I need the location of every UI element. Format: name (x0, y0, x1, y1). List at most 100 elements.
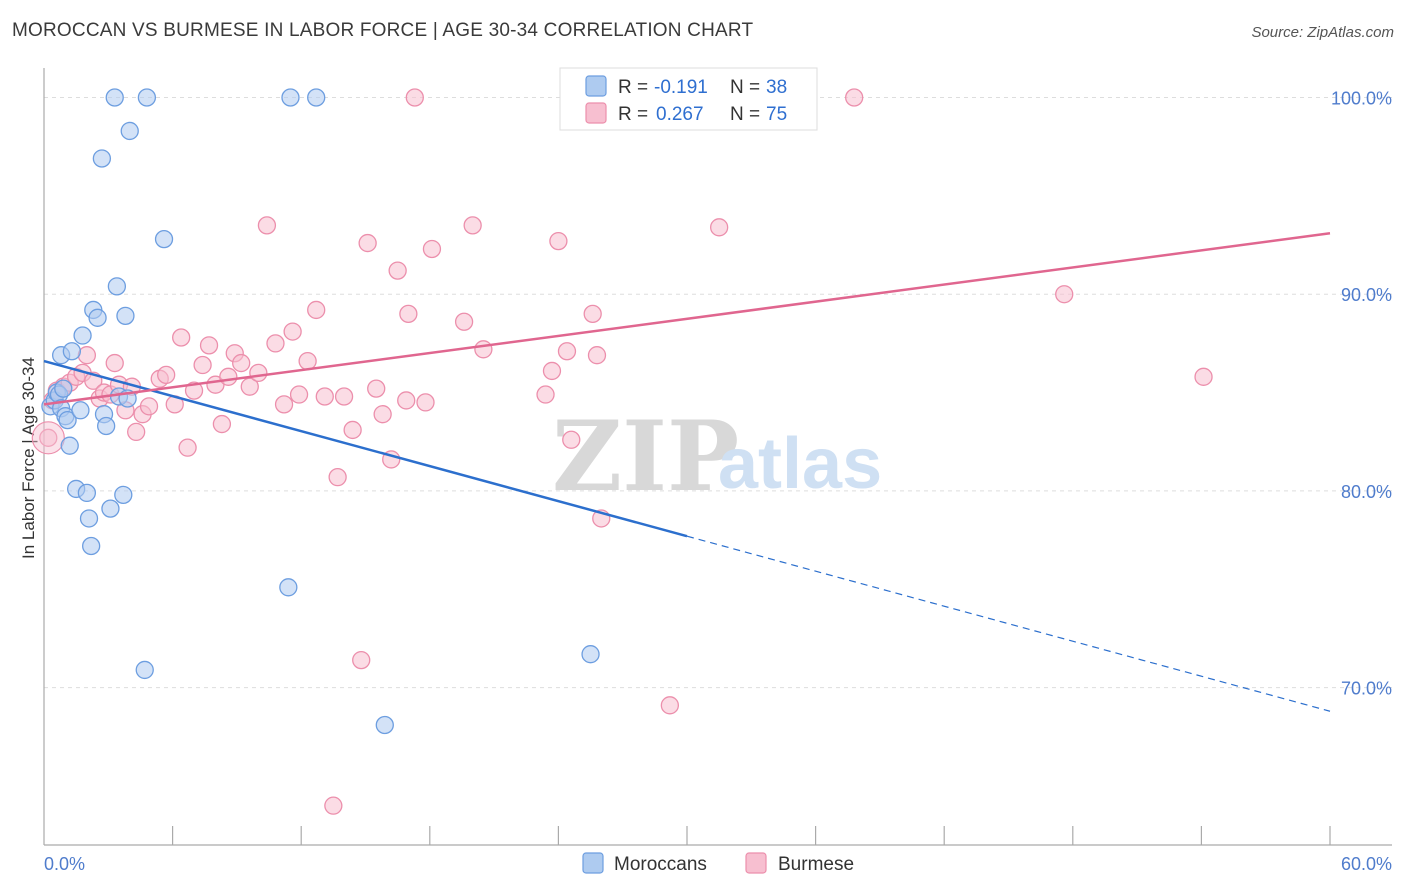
burmese-point-63 (562, 430, 581, 449)
legend-r-value-moroccans: -0.191 (654, 77, 708, 98)
moroccan-point-21 (97, 416, 116, 436)
burmese-point-0 (39, 428, 58, 447)
burmese-point-72 (1055, 285, 1074, 304)
burmese-point-39 (307, 300, 326, 320)
burmese-point-25 (199, 336, 219, 355)
burmese-point-40 (315, 387, 334, 406)
burmese-point-71 (845, 88, 864, 107)
trend-lines (43, 231, 1331, 712)
x-tick-label-max: 60.0% (1341, 854, 1392, 874)
bottom-legend-swatch-burmese (745, 852, 767, 874)
burmese-point-34 (266, 334, 285, 353)
burmese-point-36 (283, 322, 302, 341)
legend-n-value-burmese: 75 (766, 104, 787, 125)
burmese-point-43 (334, 387, 354, 406)
legend-swatch-burmese (585, 102, 607, 124)
legend-box: R = -0.191 N = 38 R = 0.267 N = 75 (559, 67, 818, 131)
burmese-trend-line (43, 231, 1331, 406)
grid-lines (44, 97, 1392, 689)
burmese-point-33 (257, 216, 277, 235)
y-tick-label-80: 80.0% (1341, 482, 1392, 502)
moroccan-point-18 (88, 308, 107, 327)
moroccan-point-9 (60, 436, 79, 455)
burmese-point-30 (232, 353, 251, 373)
moroccan-point-34 (281, 88, 300, 107)
burmese-point-41 (324, 796, 343, 815)
burmese-point-22 (178, 438, 197, 457)
burmese-point-58 (474, 340, 493, 359)
burmese-point-11 (105, 353, 124, 373)
legend-n-label-burmese: N = (730, 104, 760, 125)
burmese-point-59 (536, 385, 555, 404)
moroccan-point-13 (73, 326, 92, 345)
burmese-point-23 (184, 381, 204, 400)
burmese-point-55 (422, 239, 442, 259)
moroccan-point-16 (82, 536, 101, 556)
legend-n-label-moroccans: N = (730, 77, 760, 98)
burmese-point-32 (249, 363, 268, 383)
moroccan-point-23 (105, 88, 124, 107)
bottom-legend-swatch-moroccans (582, 852, 604, 874)
burmese-point-62 (557, 342, 577, 361)
burmese-point-57 (463, 216, 482, 235)
moroccan-point-19 (92, 149, 112, 168)
burmese-point-35 (274, 395, 294, 414)
moroccan-points (41, 88, 600, 735)
moroccan-trend-line-extension (686, 535, 1331, 712)
burmese-point-45 (352, 650, 371, 670)
burmese-point-28 (219, 367, 238, 386)
burmese-point-70 (710, 218, 729, 237)
burmese-point-48 (373, 405, 392, 424)
burmese-point-6 (77, 346, 97, 365)
moroccan-point-8 (58, 410, 77, 430)
legend-r-value-burmese: 0.267 (656, 104, 704, 125)
moroccan-point-32 (154, 229, 174, 249)
moroccan-point-31 (137, 88, 157, 107)
moroccan-point-14 (77, 483, 97, 503)
burmese-point-65 (583, 304, 602, 324)
burmese-point-17 (139, 397, 159, 416)
burmese-point-52 (405, 88, 424, 107)
burmese-point-51 (397, 391, 416, 410)
moroccan-point-12 (71, 401, 90, 420)
moroccan-point-27 (116, 306, 135, 326)
watermark-atlas: atlas (718, 424, 882, 504)
x-tick-label-min: 0.0% (44, 854, 85, 874)
burmese-point-56 (454, 312, 474, 331)
burmese-point-50 (388, 261, 407, 280)
burmese-point-44 (343, 420, 362, 440)
moroccan-point-10 (62, 342, 82, 361)
burmese-point-66 (587, 346, 607, 365)
burmese-point-27 (212, 414, 232, 434)
watermark: ZIP atlas (552, 400, 882, 513)
source-label: Source: ZipAtlas.com (1251, 24, 1394, 41)
moroccan-point-24 (107, 277, 127, 296)
legend-n-value-moroccans: 38 (766, 77, 787, 98)
burmese-point-37 (289, 385, 309, 404)
y-tick-label-100: 100.0% (1331, 89, 1392, 109)
moroccan-point-22 (101, 499, 120, 518)
burmese-point-68 (660, 696, 680, 715)
bottom-legend-label-burmese: Burmese (778, 854, 854, 875)
y-axis-label: In Labor Force | Age 30-34 (19, 357, 38, 559)
moroccan-point-33 (279, 578, 298, 597)
watermark-zip: ZIP (552, 400, 739, 513)
burmese-point-46 (358, 233, 377, 253)
bottom-legend-label-moroccans: Moroccans (614, 854, 707, 875)
chart-title: MOROCCAN VS BURMESE IN LABOR FORCE | AGE… (12, 20, 754, 41)
y-tick-label-90: 90.0% (1341, 285, 1392, 305)
burmese-point-19 (157, 365, 176, 385)
y-tick-label-70: 70.0% (1341, 679, 1392, 699)
burmese-point-42 (328, 468, 347, 487)
axes (43, 68, 1392, 846)
burmese-point-21 (172, 328, 191, 347)
burmese-point-large (31, 421, 65, 455)
burmese-point-24 (193, 355, 212, 375)
y-tick-labels: 70.0% 80.0% 90.0% 100.0% (1331, 89, 1392, 699)
moroccan-point-15 (79, 509, 99, 528)
legend-r-label-moroccans: R = (618, 77, 648, 98)
burmese-point-38 (298, 351, 317, 371)
burmese-point-60 (542, 361, 562, 381)
legend-r-label-burmese: R = (618, 104, 648, 125)
